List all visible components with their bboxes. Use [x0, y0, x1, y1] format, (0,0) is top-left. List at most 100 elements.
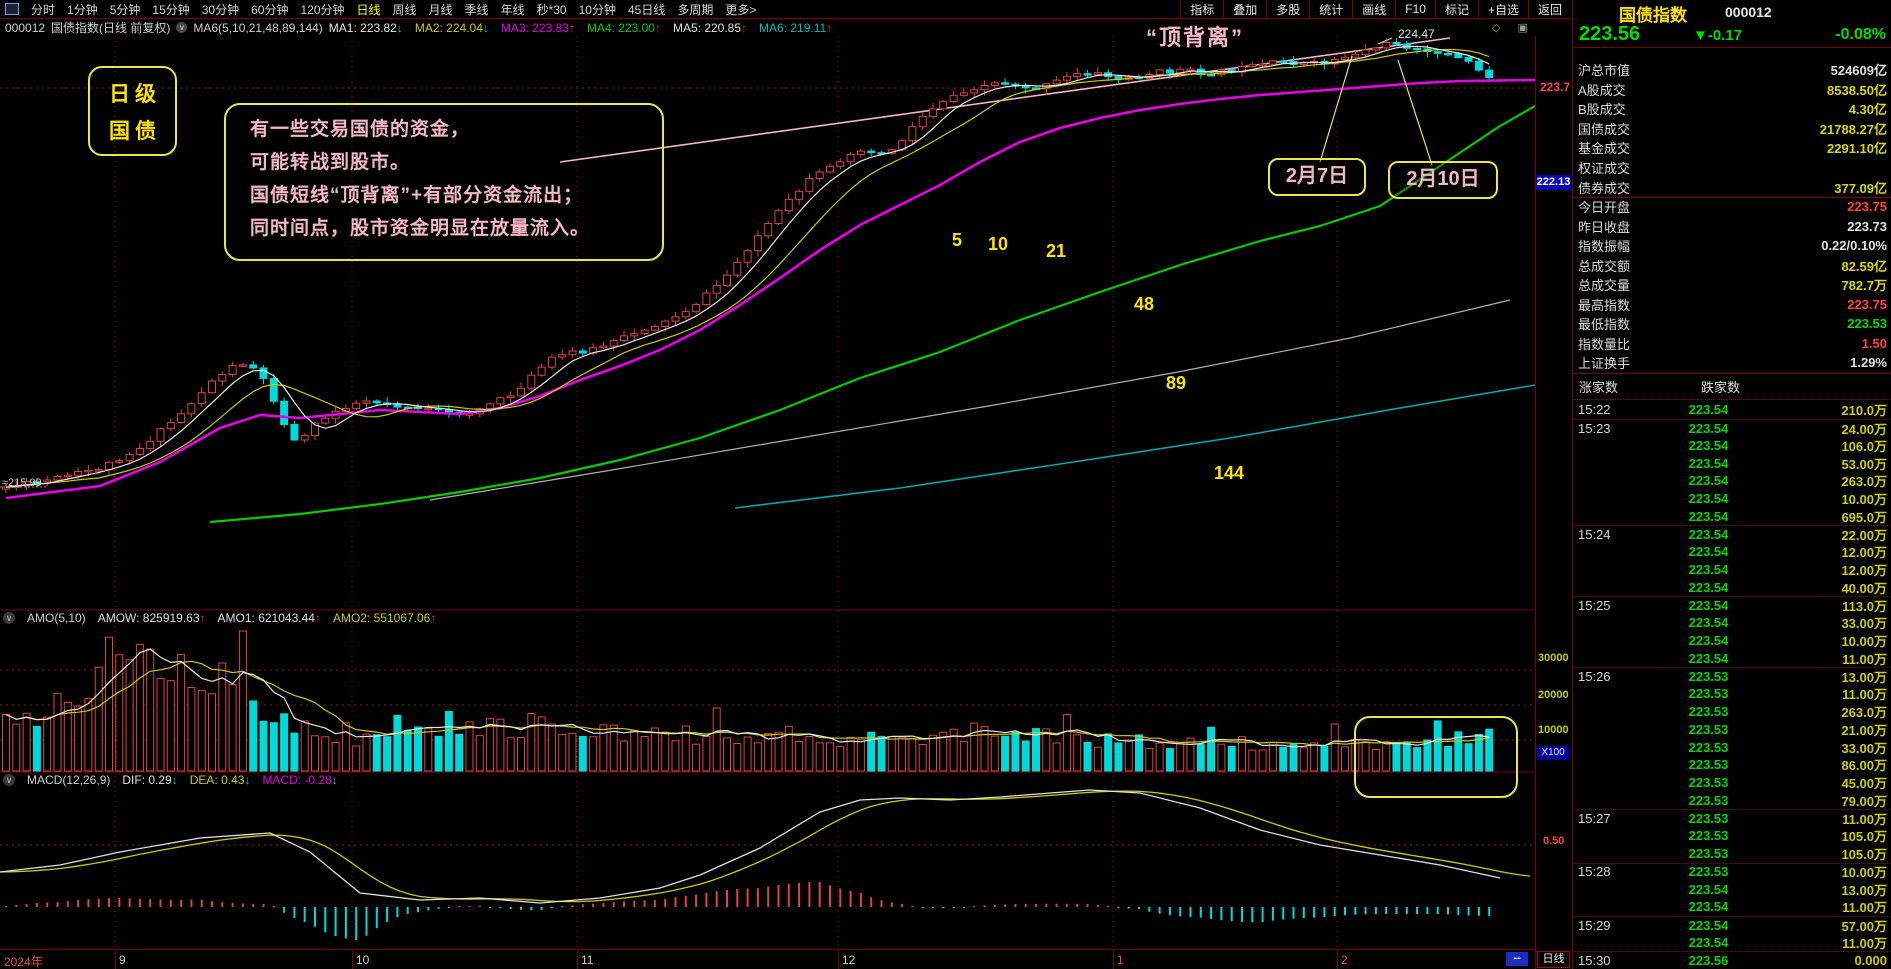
timeframe-item[interactable]: 多周期 — [677, 2, 714, 17]
quote-stat-row: 指数振幅 0.22/0.10% — [1578, 238, 1887, 255]
timeframe-item[interactable]: 年线 — [500, 2, 525, 17]
tick-row[interactable]: 223.54 11.00万 — [1688, 899, 1887, 916]
axis-border — [1535, 36, 1536, 969]
collapse-icon[interactable]: ∨ — [3, 774, 15, 786]
chart-corner-icons[interactable]: ◇ ▣ — [1492, 22, 1535, 34]
timeframe-item[interactable]: 1分钟 — [67, 2, 98, 17]
timeframe-item[interactable]: 月线 — [428, 2, 453, 17]
main-chart[interactable] — [0, 36, 1535, 949]
toolbar-button[interactable]: 返回 — [1527, 0, 1571, 18]
toolbar-button[interactable]: F10 — [1395, 0, 1435, 18]
timeframe-item[interactable]: 季线 — [464, 2, 489, 17]
tick-row[interactable]: 223.54 106.0万 — [1688, 437, 1887, 454]
toolbar-button[interactable]: 叠加 — [1223, 0, 1266, 18]
tick-row[interactable]: 223.53 21.00万 — [1688, 721, 1887, 738]
toolbar-button[interactable]: 统计 — [1309, 0, 1352, 18]
indicator-value: MACD: -0.28↓ — [262, 773, 338, 787]
axis-label: 0.50 — [1543, 835, 1565, 847]
tick-row[interactable]: 223.54 13.00万 — [1688, 881, 1887, 898]
toolbar-button[interactable]: 画线 — [1352, 0, 1395, 18]
tick-row[interactable]: 223.53 105.0万 — [1688, 846, 1887, 863]
divider — [1573, 197, 1891, 198]
tick-row[interactable]: 15:22 223.54 210.0万 — [1578, 402, 1887, 419]
tick-row[interactable]: 223.54 40.00万 — [1688, 579, 1887, 596]
timeframe-item[interactable]: 更多> — [725, 2, 757, 17]
tick-row[interactable]: 223.54 10.00万 — [1688, 633, 1887, 650]
chevron-down-icon[interactable]: ∨ — [176, 22, 188, 33]
tick-row[interactable]: 15:28 223.53 10.00万 — [1573, 862, 1891, 880]
timeframe-item[interactable]: 30分钟 — [201, 2, 240, 17]
analysis-note: 有一些交易国债的资金， 可能转战到股市。 国债短线“顶背离”+有部分资金流出； 同时间… — [224, 103, 664, 261]
tick-row[interactable]: 223.54 12.00万 — [1688, 562, 1887, 579]
tick-row[interactable]: 223.54 695.0万 — [1688, 508, 1887, 525]
quote-stat-row: 最高指数 223.75 — [1578, 296, 1887, 313]
indicator-value: MA3: 223.83↑ — [500, 20, 575, 35]
indicator-value: DIF: 0.29↓ — [122, 773, 178, 787]
tick-row[interactable]: 15:25 223.54 113.0万 — [1573, 596, 1891, 614]
tick-row[interactable]: 223.54 12.00万 — [1688, 544, 1887, 561]
quote-title[interactable]: 国债指数 — [1619, 6, 1687, 25]
tick-row[interactable]: 223.54 53.00万 — [1688, 455, 1887, 472]
timeframe-item[interactable]: 60分钟 — [251, 2, 289, 17]
tick-row[interactable]: 223.53 45.00万 — [1688, 775, 1887, 792]
toolbar-button[interactable]: 指标 — [1180, 0, 1223, 18]
toolbar-button[interactable]: 多股 — [1266, 0, 1309, 18]
decliners-label: 跌家数 — [1701, 380, 1741, 395]
tick-row[interactable]: 15:30 223.56 0.000 — [1573, 951, 1891, 969]
timeframe-item[interactable]: 秒*30 — [536, 2, 567, 17]
quote-stat-row: 总成交量 782.7万 — [1578, 278, 1887, 294]
tick-row[interactable]: 223.53 11.00万 — [1688, 686, 1887, 703]
symbol-name: 国债指数(日线 前复权) — [51, 21, 171, 35]
tick-row[interactable]: 223.53 263.0万 — [1688, 704, 1887, 721]
toolbar-button[interactable]: 标记 — [1434, 0, 1478, 18]
timeframe-item[interactable]: 10分钟 — [578, 2, 616, 17]
tick-row[interactable]: 15:23 223.54 24.00万 — [1573, 418, 1891, 437]
timeframe-item[interactable]: 5分钟 — [109, 2, 141, 17]
note-line: 同时间点，股市资金明显在放量流入。 — [250, 218, 591, 239]
quote-stat-row: A股成交 8538.50亿 — [1578, 82, 1887, 98]
quote-stat-row: 上证换手 1.29% — [1578, 355, 1887, 372]
divergence-label: “顶背离” — [1146, 25, 1245, 50]
date-callout-feb10: 2月10日 — [1388, 161, 1498, 199]
quote-stat-row: 总成交额 82.59亿 — [1578, 258, 1887, 274]
tick-row[interactable]: 15:27 223.53 11.00万 — [1573, 809, 1891, 827]
volume-unit-label: X100 — [1537, 746, 1569, 760]
timeframe-menu: 分时 1分钟 5分钟 15分钟 30分钟 60分钟 120分钟 日线 周线 月线 季线 年线 秒*30 1… — [25, 1, 762, 18]
tick-row[interactable]: 223.53 86.00万 — [1688, 757, 1887, 774]
chart-header: 000012 国债指数(日线 前复权) ∨ MA6(5,10,21,48,89,… — [0, 19, 832, 36]
tick-row[interactable]: 223.54 11.00万 — [1688, 934, 1887, 951]
window-icon[interactable] — [5, 3, 19, 15]
timeframe-item[interactable]: 45日线 — [627, 2, 666, 17]
quote-stat-row: 指数量比 1.50 — [1578, 335, 1887, 352]
macd-panel-header: ∨ MACD(12,26,9) DIF: 0.29↓ DEA: 0.43↓ MACD… — [3, 773, 338, 787]
tick-row[interactable]: 15:26 223.53 13.00万 — [1573, 667, 1891, 685]
axis-label: 223.7 — [1540, 80, 1571, 94]
tick-row[interactable]: 223.53 79.00万 — [1688, 792, 1887, 809]
tick-row[interactable]: 15:29 223.54 57.00万 — [1573, 915, 1891, 934]
tick-row[interactable]: 15:24 223.54 22.00万 — [1573, 525, 1891, 543]
axis-label: 20000 — [1538, 689, 1569, 701]
timeframe-item[interactable]: 周线 — [392, 2, 417, 17]
indicator-value: MA1: 223.82↓ — [328, 20, 403, 35]
tick-row[interactable]: 223.54 10.00万 — [1688, 491, 1887, 508]
quote-stat-row: 最低指数 223.53 — [1578, 316, 1887, 333]
toolbar-button[interactable]: +自选 — [1477, 0, 1528, 18]
timeframe-item[interactable]: 日线 — [356, 2, 381, 17]
timeframe-item[interactable]: 120分钟 — [300, 2, 345, 17]
tick-row[interactable]: 223.54 263.0万 — [1688, 473, 1887, 490]
tick-row[interactable]: 223.53 33.00万 — [1688, 739, 1887, 756]
tick-row[interactable]: 223.53 105.0万 — [1688, 828, 1887, 845]
time-axis[interactable]: 2024年 9 10 11 12 1 2 — [0, 949, 1536, 969]
quote-stat-row: 昨日收盘 223.73 — [1578, 218, 1887, 235]
tick-row[interactable]: 223.54 11.00万 — [1688, 650, 1887, 667]
timeframe-item[interactable]: 15分钟 — [152, 2, 190, 17]
tick-row[interactable]: 223.54 33.00万 — [1688, 615, 1887, 632]
month-label: 9 — [119, 953, 126, 967]
period-label-box[interactable]: 日线 — [1537, 951, 1570, 968]
amo-title: AMO(5,10) — [27, 611, 86, 625]
collapse-icon[interactable]: ∨ — [3, 612, 15, 624]
timeframe-item[interactable]: 分时 — [31, 2, 56, 17]
amo-panel-header: ∨ AMO(5,10) AMOW: 825919.63↑ AMO1: 621043… — [3, 611, 436, 625]
note-line: 国债短线“顶背离”+有部分资金流出； — [250, 185, 584, 206]
